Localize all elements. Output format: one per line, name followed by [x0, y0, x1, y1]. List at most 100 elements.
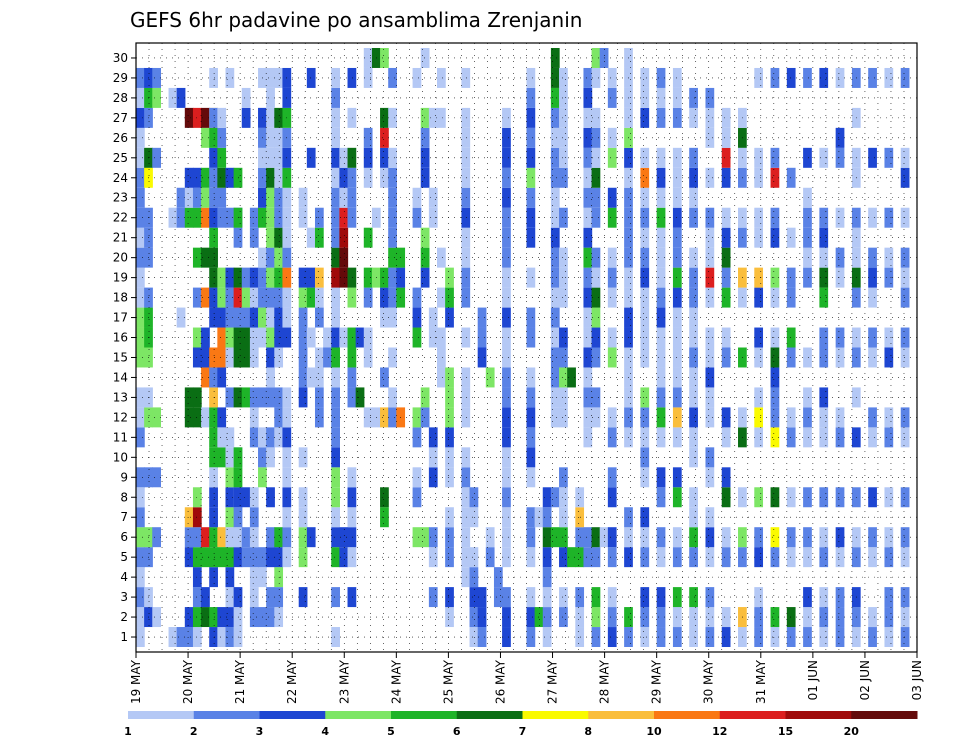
heatmap-cell — [868, 347, 877, 368]
heatmap-cell — [819, 267, 829, 288]
heatmap-cell — [640, 627, 650, 648]
heatmap-cell — [339, 147, 349, 168]
heatmap-cell — [363, 407, 373, 428]
legend-label: 4 — [321, 725, 329, 738]
heatmap-cell — [347, 327, 357, 348]
heatmap-cell — [550, 387, 560, 408]
heatmap-cell — [786, 427, 796, 448]
heatmap-cell — [591, 47, 601, 68]
y-tick-label: 6 — [120, 530, 128, 544]
heatmap-cell — [868, 627, 877, 648]
heatmap-cell — [884, 547, 894, 568]
heatmap-cell — [274, 247, 284, 268]
heatmap-cell — [656, 207, 666, 228]
heatmap-cell — [274, 547, 284, 568]
heatmap-cell — [770, 627, 780, 648]
y-tick-label: 7 — [120, 510, 128, 524]
heatmap-cell — [192, 207, 202, 228]
heatmap-cell — [689, 487, 698, 508]
heatmap-cell — [136, 107, 145, 128]
heatmap-cell — [640, 107, 650, 128]
heatmap-cell — [672, 267, 682, 288]
heatmap-cell — [201, 207, 210, 228]
heatmap-cell — [559, 67, 568, 88]
heatmap-cell — [445, 387, 454, 408]
heatmap-cell — [461, 67, 471, 88]
heatmap-cell — [819, 327, 829, 348]
legend-label: 8 — [584, 725, 592, 738]
heatmap-cell — [786, 267, 796, 288]
heatmap-cell — [298, 367, 308, 388]
heatmap-cell — [689, 147, 698, 168]
heatmap-cell — [803, 607, 812, 628]
y-tick-label: 24 — [113, 171, 128, 185]
heatmap-cell — [754, 347, 764, 368]
heatmap-cell — [176, 87, 186, 108]
x-tick-label: 24 MAY — [389, 659, 403, 704]
heatmap-cell — [591, 327, 601, 348]
heatmap-cell — [152, 467, 162, 488]
heatmap-cell — [526, 607, 536, 628]
heatmap-cell — [347, 187, 357, 208]
heatmap-cell — [835, 607, 845, 628]
heatmap-cell — [502, 327, 511, 348]
heatmap-cell — [656, 327, 666, 348]
heatmap-cell — [477, 627, 487, 648]
heatmap-cell — [274, 287, 284, 308]
heatmap-cell — [388, 207, 397, 228]
heatmap-cell — [526, 107, 536, 128]
heatmap-cell — [225, 207, 235, 228]
heatmap-cell — [201, 367, 210, 388]
heatmap-cell — [136, 607, 145, 628]
heatmap-cell — [201, 547, 210, 568]
heatmap-cell — [550, 227, 560, 248]
heatmap-cell — [567, 547, 576, 568]
heatmap-cell — [274, 307, 284, 328]
heatmap-cell — [640, 247, 650, 268]
heatmap-cell — [550, 87, 560, 108]
heatmap-cell — [428, 307, 438, 328]
heatmap-cell — [526, 227, 536, 248]
heatmap-cell — [266, 547, 275, 568]
heatmap-cell — [884, 327, 894, 348]
y-tick-label: 11 — [113, 430, 128, 444]
heatmap-cell — [355, 387, 365, 408]
heatmap-cell — [754, 427, 764, 448]
heatmap-cell — [591, 587, 601, 608]
legend-swatch — [719, 711, 786, 719]
heatmap-cell — [209, 527, 218, 548]
heatmap-cell — [835, 587, 845, 608]
heatmap-cell — [192, 187, 202, 208]
heatmap-cell — [461, 547, 471, 568]
heatmap-cell — [754, 167, 764, 188]
heatmap-cell — [298, 547, 308, 568]
heatmap-cell — [819, 227, 829, 248]
y-tick-label: 2 — [120, 610, 128, 624]
heatmap-cell — [656, 367, 666, 388]
heatmap-cell — [591, 287, 601, 308]
heatmap-cell — [640, 67, 650, 88]
heatmap-cell — [445, 447, 454, 468]
heatmap-cell — [868, 147, 877, 168]
heatmap-cell — [437, 247, 446, 268]
heatmap-cell — [868, 527, 877, 548]
heatmap-cell — [176, 627, 186, 648]
heatmap-cell — [567, 367, 576, 388]
heatmap-cell — [884, 267, 894, 288]
heatmap-cell — [209, 347, 218, 368]
heatmap-cell — [274, 107, 284, 128]
heatmap-cell — [672, 407, 682, 428]
heatmap-cell — [461, 107, 471, 128]
y-tick-label: 29 — [113, 71, 128, 85]
x-tick-label: 19 MAY — [129, 659, 143, 704]
heatmap-cell — [217, 527, 227, 548]
heatmap-cell — [786, 607, 796, 628]
heatmap-cell — [689, 247, 698, 268]
heatmap-cell — [380, 127, 389, 148]
heatmap-cell — [559, 147, 568, 168]
heatmap-cell — [575, 487, 585, 508]
heatmap-cell — [640, 147, 650, 168]
heatmap-cell — [469, 627, 479, 648]
heatmap-cell — [176, 307, 186, 328]
heatmap-cell — [136, 247, 145, 268]
